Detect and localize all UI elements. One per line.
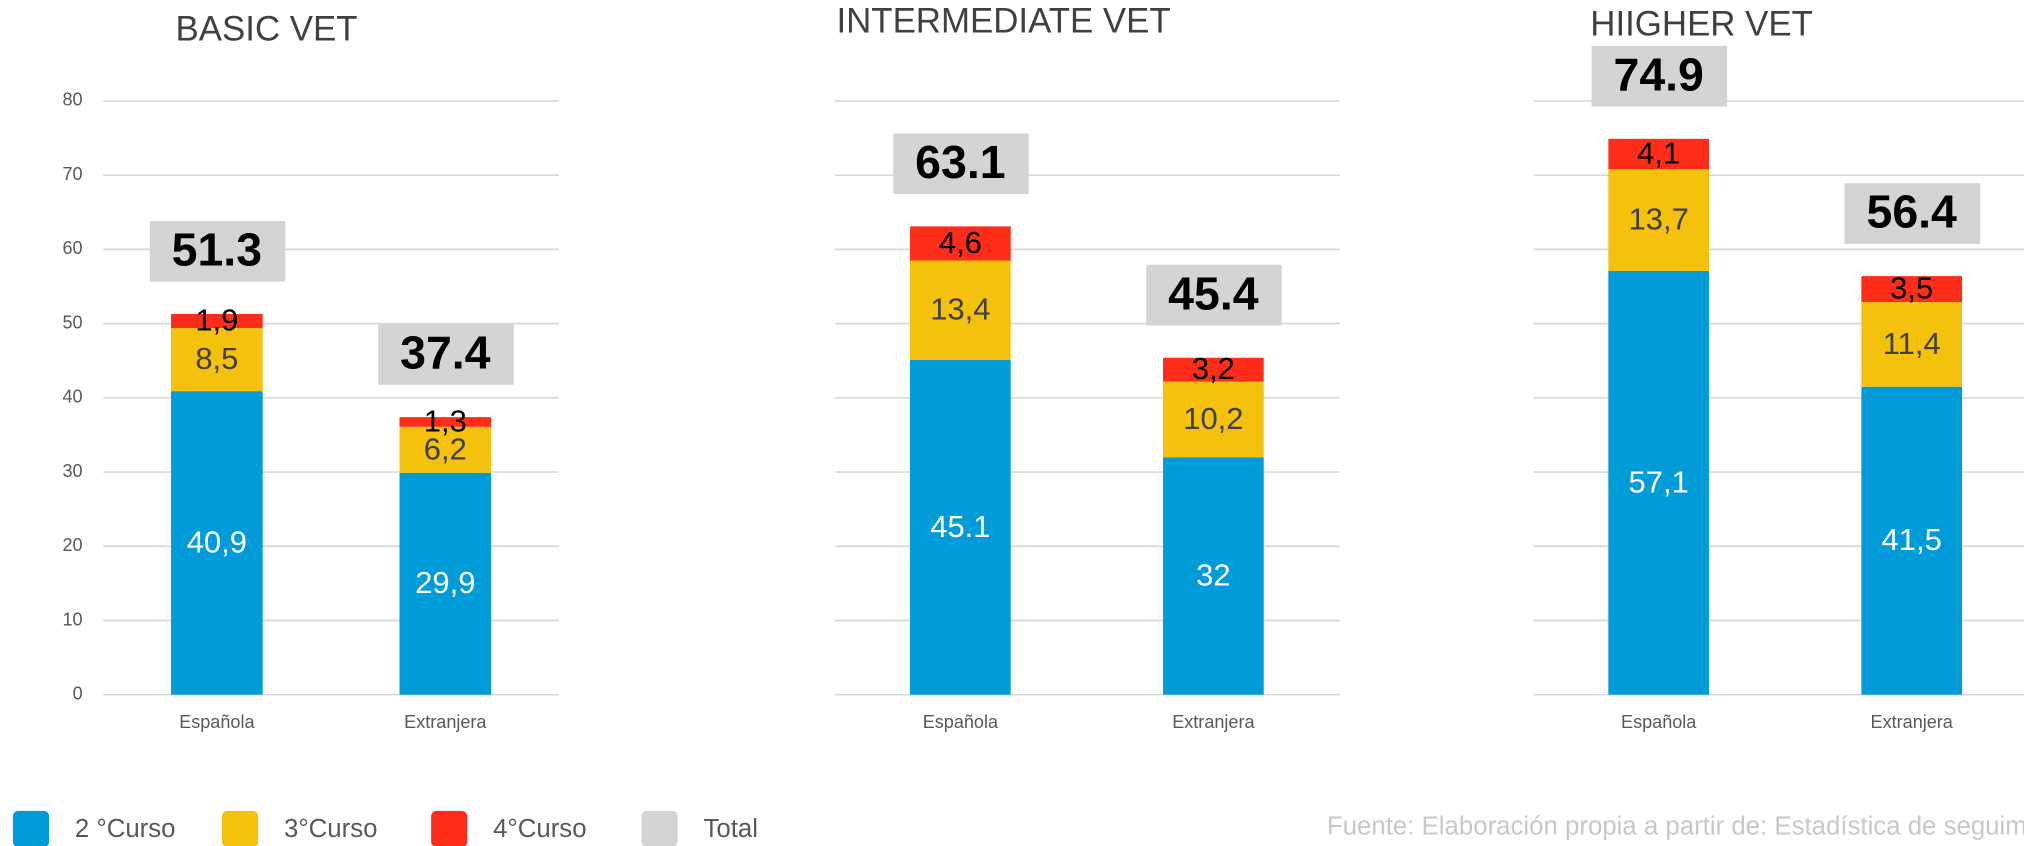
value-label: 13,7 [1629, 202, 1689, 237]
bar-segment [171, 313, 263, 329]
chart-title: HIIGHER VET [1590, 4, 1813, 43]
legend-swatch [222, 810, 259, 846]
y-tick-label: 50 [63, 312, 83, 332]
y-tick-label: 40 [63, 387, 83, 407]
total-label: 74.9 [1613, 48, 1703, 100]
legend-swatch [12, 810, 50, 846]
value-label: 1,9 [195, 302, 238, 337]
value-label: 13,4 [930, 292, 990, 327]
total-box [1591, 45, 1728, 107]
legend-swatch [641, 810, 678, 846]
y-tick-label: 60 [63, 238, 83, 258]
bar-segment [910, 260, 1011, 360]
chart-title: BASIC VET [176, 9, 358, 48]
value-label: 40,9 [187, 524, 247, 559]
x-tick-label: Extranjera [1172, 712, 1255, 732]
value-label: 1,3 [424, 403, 467, 438]
total-box [149, 221, 286, 282]
total-label: 45.4 [1168, 267, 1259, 319]
legend-label: Total [703, 815, 758, 843]
value-label: 45.1 [930, 509, 990, 544]
total-label: 56.4 [1866, 186, 1957, 238]
total-box [1844, 183, 1981, 244]
value-label: 6,2 [424, 431, 467, 466]
bar-segment [1608, 270, 1710, 695]
x-tick-label: Extranjera [404, 712, 487, 732]
bar-segment [399, 426, 492, 473]
bar-segment [910, 226, 1011, 261]
x-tick-label: Española [179, 712, 255, 732]
bar-segment [1163, 357, 1264, 382]
x-tick-label: Española [1621, 712, 1697, 732]
value-label: 4,1 [1637, 135, 1680, 170]
bar-segment [1163, 457, 1264, 695]
bar-segment [171, 391, 263, 695]
value-label: 29,9 [415, 565, 475, 600]
total-box [378, 324, 514, 385]
value-label: 57,1 [1629, 464, 1689, 499]
value-label: 4,6 [939, 225, 982, 260]
bar-segment [1861, 386, 1963, 695]
legend-label: 3°Curso [284, 815, 377, 843]
value-label: 3,2 [1192, 351, 1235, 386]
bar-segment [399, 417, 492, 427]
value-label: 41,5 [1882, 522, 1942, 557]
bar-segment [1608, 169, 1710, 271]
bar-segment [1861, 302, 1963, 387]
source-note: Fuente: Elaboración propia a partir de: … [1327, 812, 2024, 840]
total-label: 37.4 [400, 327, 491, 379]
value-label: 8,5 [195, 341, 238, 376]
bar-segment [1163, 381, 1264, 458]
x-tick-label: Extranjera [1871, 712, 1954, 732]
bar-segment [399, 472, 492, 695]
value-label: 11,4 [1883, 326, 1941, 361]
y-tick-label: 0 [73, 683, 83, 703]
value-label: 10,2 [1183, 401, 1243, 436]
total-box [893, 133, 1029, 195]
legend-label: 4°Curso [493, 815, 586, 843]
total-label: 51.3 [172, 224, 262, 276]
bar-segment [171, 328, 263, 392]
bar-segment [910, 359, 1011, 695]
y-tick-label: 80 [63, 90, 83, 110]
y-tick-label: 30 [63, 461, 83, 481]
y-tick-label: 20 [63, 535, 83, 555]
y-tick-label: 70 [63, 164, 83, 184]
y-tick-label: 10 [63, 609, 83, 629]
value-label: 3,5 [1890, 271, 1933, 306]
total-label: 63.1 [915, 136, 1005, 188]
bar-segment [1608, 138, 1710, 170]
legend-label: 2 °Curso [75, 815, 176, 843]
chart-title: INTERMEDIATE VET [836, 2, 1170, 41]
bar-segment [1861, 276, 1963, 303]
legend-swatch [431, 810, 468, 846]
x-tick-label: Española [923, 712, 999, 732]
total-box [1146, 264, 1282, 326]
value-label: 32 [1196, 557, 1230, 592]
